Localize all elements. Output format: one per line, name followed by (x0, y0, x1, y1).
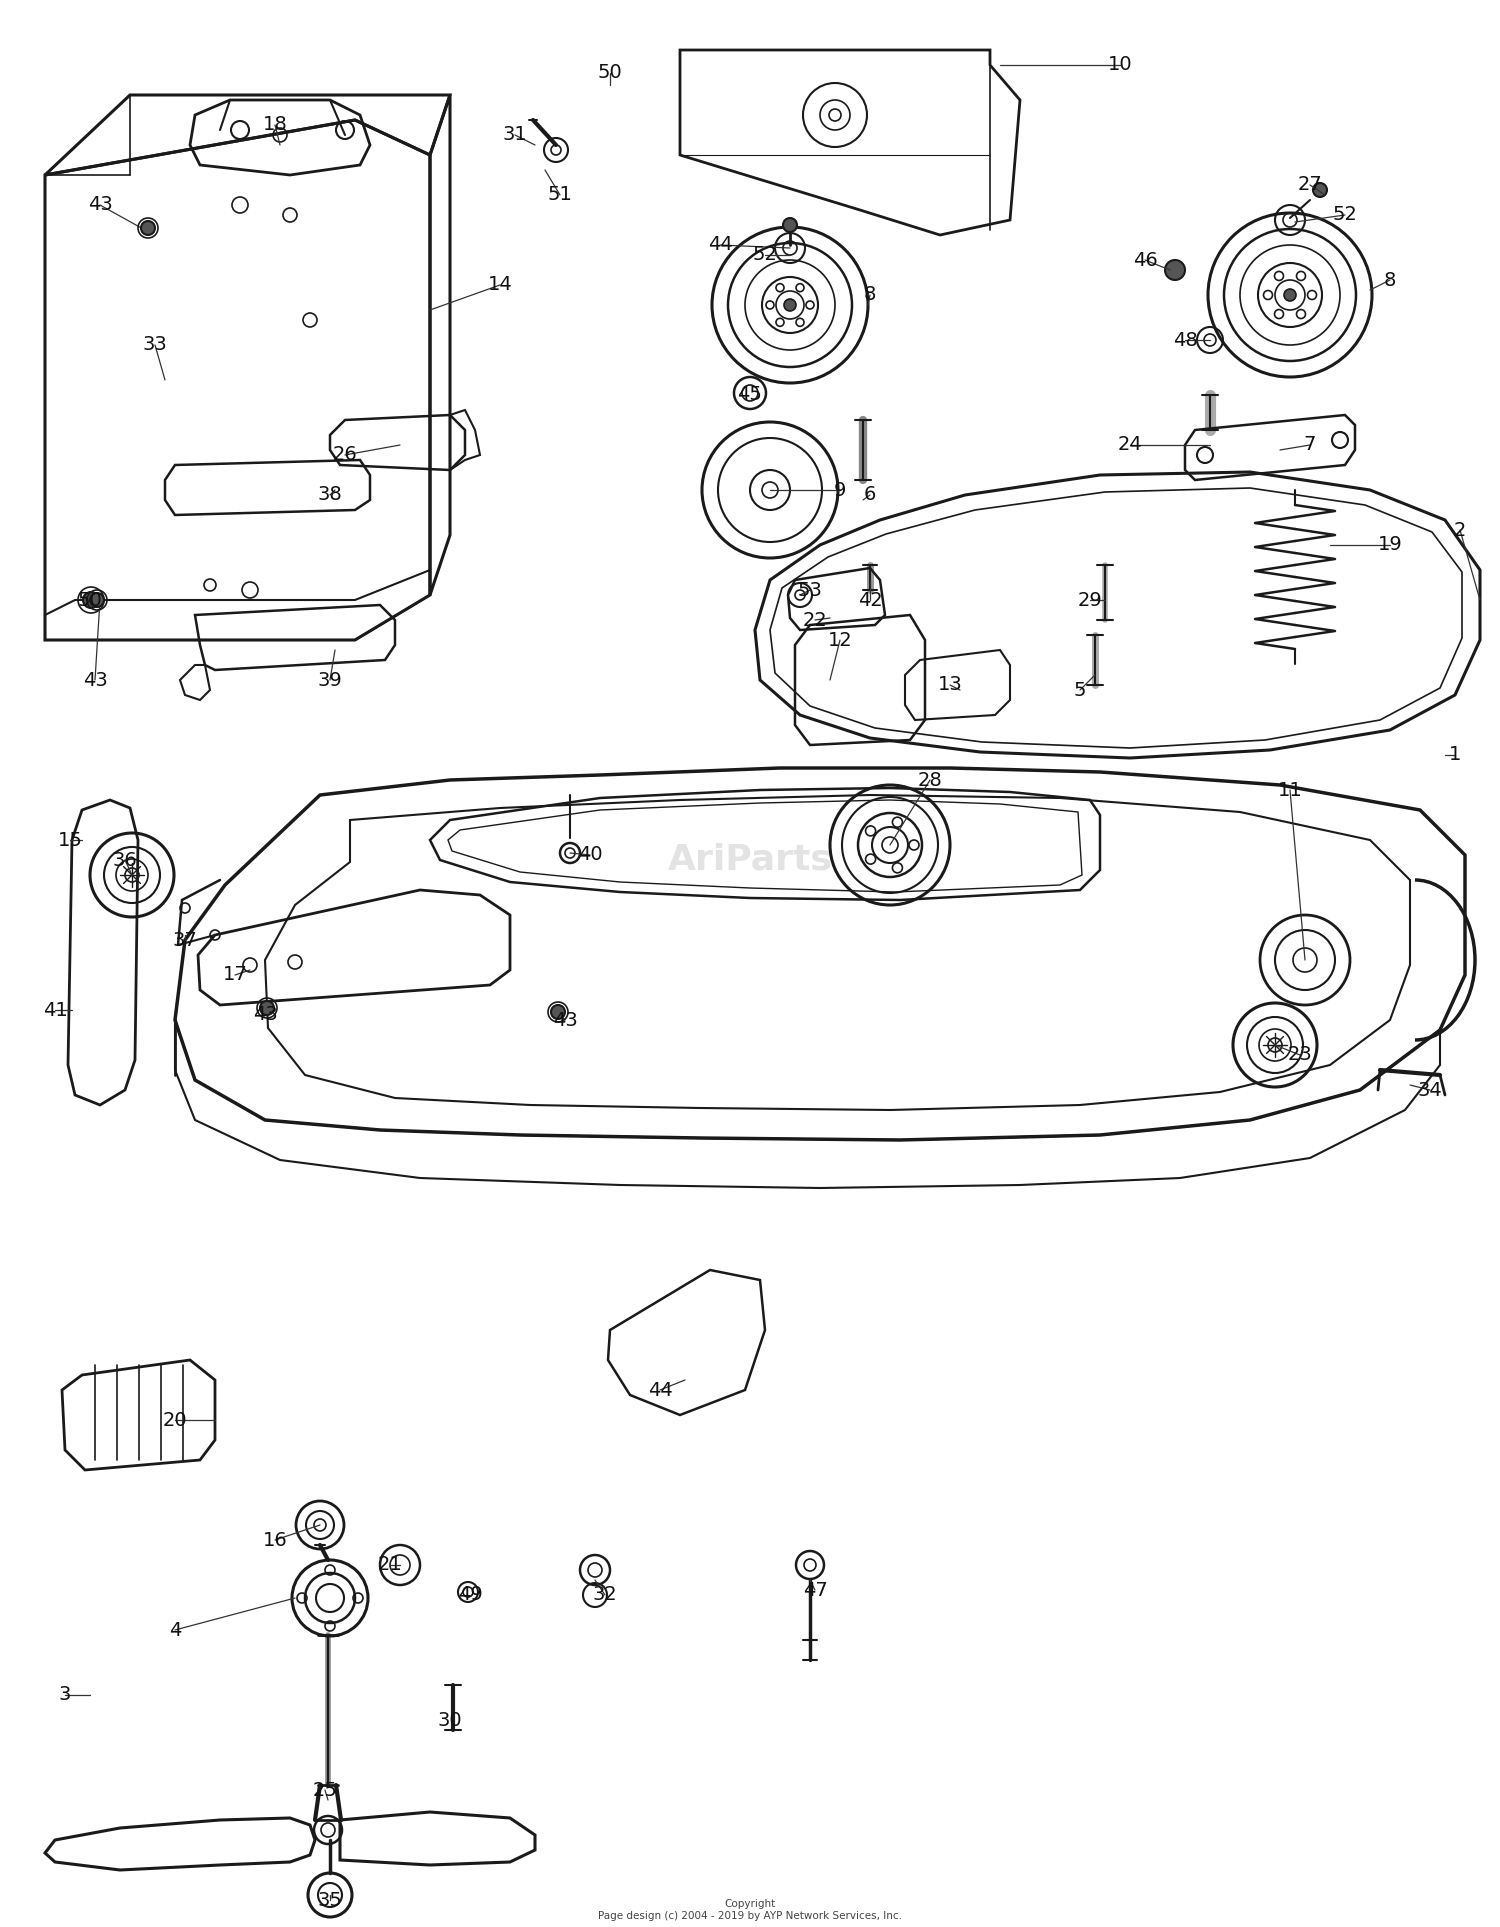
Text: 30: 30 (438, 1711, 462, 1730)
Text: 27: 27 (1298, 175, 1323, 195)
Text: 43: 43 (87, 195, 112, 214)
Text: 16: 16 (262, 1530, 288, 1549)
Text: 43: 43 (82, 671, 108, 690)
Text: 13: 13 (938, 676, 963, 694)
Circle shape (783, 218, 796, 231)
Text: 12: 12 (828, 630, 852, 649)
Text: 44: 44 (708, 235, 732, 254)
Text: 40: 40 (578, 846, 603, 865)
Text: 52: 52 (1332, 206, 1358, 225)
Circle shape (82, 592, 99, 609)
Text: 20: 20 (162, 1411, 188, 1430)
Text: 38: 38 (318, 486, 342, 505)
Text: 51: 51 (548, 185, 573, 204)
Circle shape (1166, 260, 1185, 279)
Text: 32: 32 (592, 1586, 618, 1605)
Text: 15: 15 (57, 831, 82, 850)
Text: 46: 46 (1132, 251, 1158, 270)
Text: Copyright
Page design (c) 2004 - 2019 by AYP Network Services, Inc.: Copyright Page design (c) 2004 - 2019 by… (598, 1900, 902, 1921)
Text: 52: 52 (753, 245, 777, 264)
Circle shape (550, 1006, 566, 1019)
Text: 1: 1 (1449, 746, 1461, 765)
Text: 9: 9 (834, 480, 846, 499)
Text: 19: 19 (1377, 536, 1402, 555)
Text: 43: 43 (552, 1010, 578, 1029)
Text: 18: 18 (262, 116, 288, 135)
Text: 4: 4 (170, 1621, 182, 1640)
Text: 31: 31 (503, 125, 528, 145)
Text: 48: 48 (1173, 331, 1197, 349)
Text: 29: 29 (1077, 590, 1102, 609)
Text: 8: 8 (864, 285, 876, 304)
Text: 41: 41 (42, 1000, 68, 1019)
Text: 45: 45 (738, 385, 762, 405)
Text: 49: 49 (458, 1586, 483, 1605)
Circle shape (1312, 183, 1328, 197)
Text: 33: 33 (142, 335, 168, 355)
Text: 53: 53 (798, 580, 822, 599)
Text: 37: 37 (172, 931, 198, 950)
Text: 8: 8 (1384, 270, 1396, 289)
Text: 28: 28 (918, 771, 942, 790)
Text: 26: 26 (333, 445, 357, 464)
Circle shape (90, 594, 104, 607)
Circle shape (1284, 289, 1296, 301)
Text: 35: 35 (318, 1890, 342, 1910)
Text: 21: 21 (378, 1555, 402, 1574)
Text: 10: 10 (1107, 56, 1132, 75)
Text: 39: 39 (318, 671, 342, 690)
Text: 14: 14 (488, 276, 513, 295)
Circle shape (260, 1000, 274, 1016)
Circle shape (141, 222, 154, 235)
Text: 50: 50 (78, 590, 102, 609)
Text: 11: 11 (1278, 780, 1302, 800)
Text: 24: 24 (1118, 436, 1143, 455)
Text: 47: 47 (802, 1580, 828, 1599)
Text: 5: 5 (1074, 680, 1086, 700)
Text: 50: 50 (597, 64, 622, 83)
Text: 7: 7 (1304, 436, 1316, 455)
Text: 17: 17 (222, 965, 248, 985)
Text: 2: 2 (1454, 520, 1466, 540)
Text: 44: 44 (648, 1380, 672, 1399)
Text: 3: 3 (58, 1686, 70, 1705)
Text: 25: 25 (312, 1781, 338, 1800)
Circle shape (784, 299, 796, 310)
Text: 43: 43 (252, 1006, 278, 1025)
Text: 34: 34 (1418, 1081, 1443, 1100)
Text: AriParts: AriParts (668, 842, 832, 877)
Text: 36: 36 (112, 850, 138, 869)
Text: 42: 42 (858, 590, 882, 609)
Text: 22: 22 (802, 611, 828, 630)
Text: 6: 6 (864, 486, 876, 505)
Text: 23: 23 (1287, 1046, 1312, 1064)
